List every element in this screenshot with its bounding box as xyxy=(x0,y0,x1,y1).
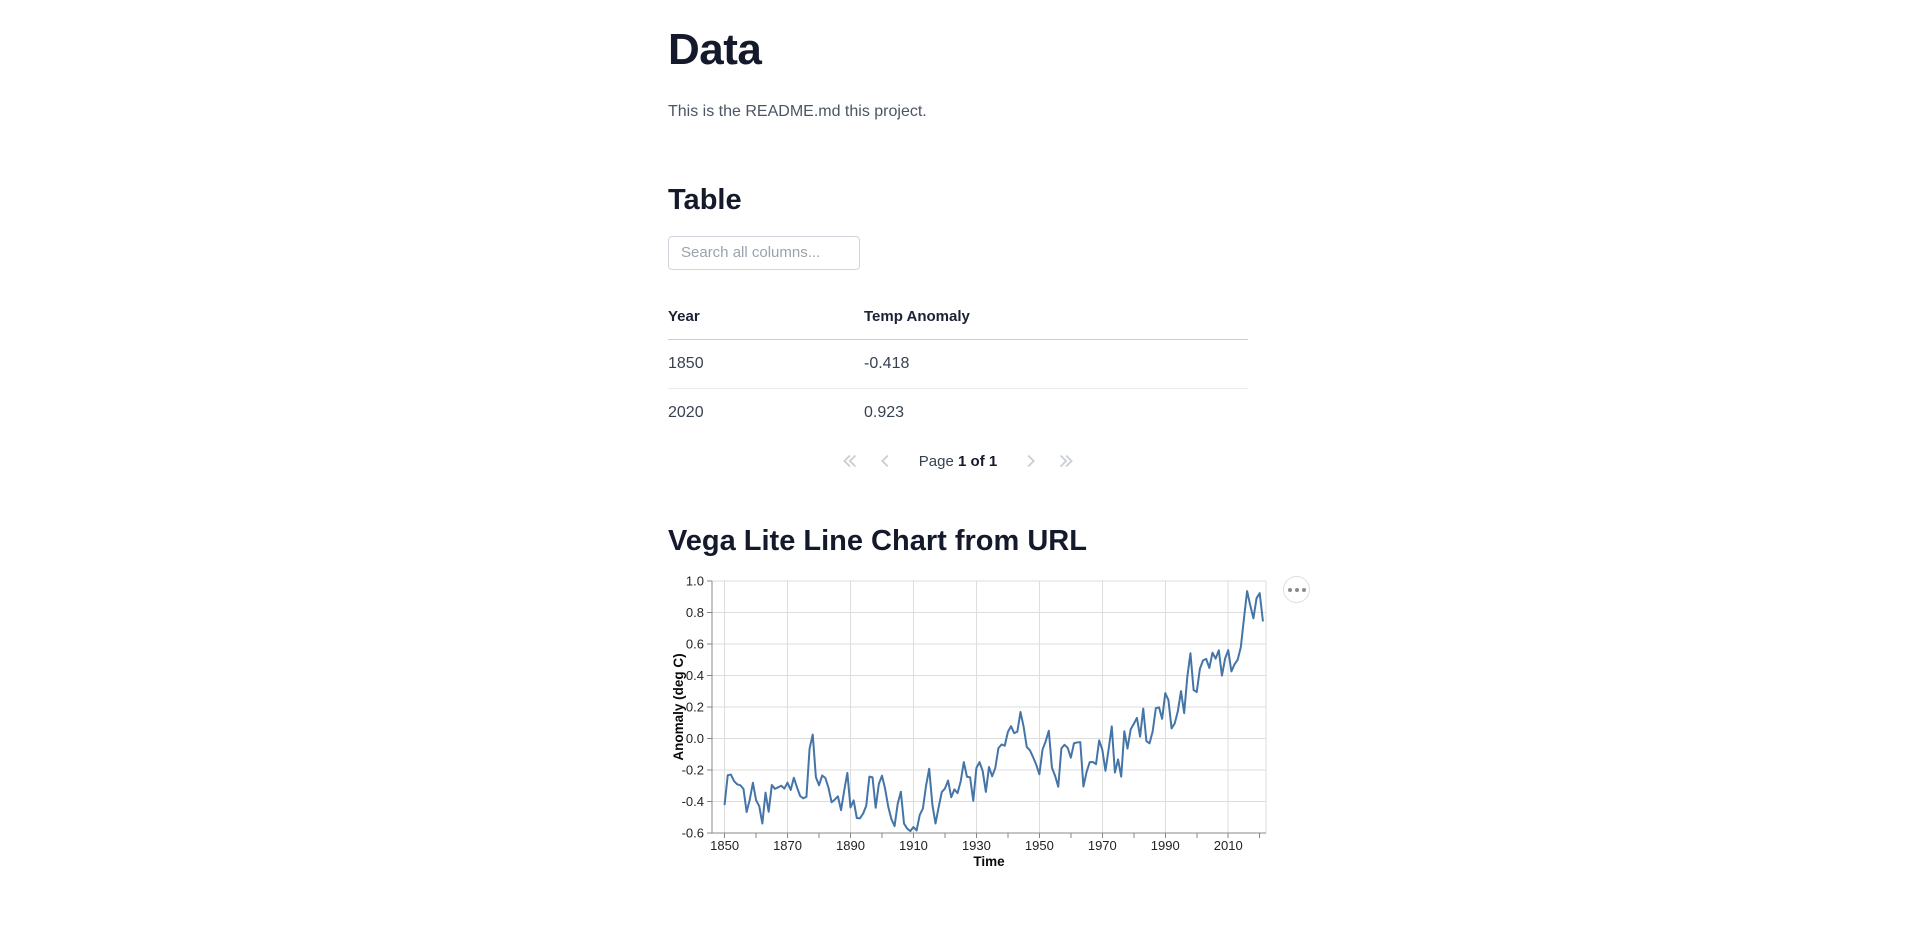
y-tick-label: 1.0 xyxy=(686,575,704,589)
cell-year: 1850 xyxy=(668,339,864,389)
y-tick-label: -0.4 xyxy=(682,794,704,809)
y-tick-label: 0.2 xyxy=(686,700,704,715)
readme-text: This is the README.md this project. xyxy=(668,102,927,120)
gridlines xyxy=(712,580,1267,834)
next-page-button[interactable] xyxy=(1018,449,1042,473)
data-table: Year Temp Anomaly 1850 -0.418 2020 0.923 xyxy=(668,295,1248,438)
x-tick-label: 1970 xyxy=(1088,838,1117,853)
x-tick-label: 1850 xyxy=(710,838,739,853)
chart-heading: Vega Lite Line Chart from URL xyxy=(668,525,1087,558)
x-tick-label: 2010 xyxy=(1214,838,1243,853)
double-chevron-left-icon xyxy=(842,455,856,468)
page-label: Page xyxy=(918,452,954,470)
x-tick-label: 1950 xyxy=(1025,838,1054,853)
page-indicator: Page 1 of 1 xyxy=(919,453,997,470)
y-tick-label: 0.6 xyxy=(686,637,704,652)
chart-actions-button[interactable] xyxy=(1283,576,1310,604)
cell-year: 2020 xyxy=(668,404,704,422)
page-title: Data xyxy=(668,25,762,74)
table-body: 1850 -0.418 2020 0.923 xyxy=(668,339,1248,437)
column-header-year[interactable]: Year xyxy=(668,295,864,340)
x-tick-label: 1990 xyxy=(1151,838,1180,853)
y-tick-label: 0.0 xyxy=(686,731,704,746)
double-chevron-right-icon xyxy=(1060,455,1074,468)
page-value: 1 of 1 xyxy=(958,452,998,470)
x-tick-label: 1910 xyxy=(899,838,928,853)
search-input[interactable] xyxy=(668,235,860,270)
x-axis-title: Time xyxy=(973,854,1005,869)
table-heading: Table xyxy=(668,183,742,216)
column-header-temp-anomaly[interactable]: Temp Anomaly xyxy=(864,295,1248,340)
cell-temp-anomaly: -0.418 xyxy=(864,339,1248,389)
cell-temp-anomaly: 0.923 xyxy=(864,404,905,422)
temp-anomaly-line xyxy=(723,590,1264,833)
x-tick-label: 1930 xyxy=(962,838,991,853)
y-tick-label: 0.8 xyxy=(686,605,704,620)
table-row: 1850 -0.418 xyxy=(668,339,1248,389)
table-header-row: Year Temp Anomaly xyxy=(668,295,1248,340)
x-tick-label: 1870 xyxy=(773,838,802,853)
y-axis-title: Anomaly (deg C) xyxy=(671,654,686,761)
pagination: Page 1 of 1 xyxy=(668,447,1248,475)
y-tick-label: -0.2 xyxy=(682,763,704,778)
chevron-right-icon xyxy=(1027,455,1036,468)
y-tick-label: 0.4 xyxy=(686,668,704,683)
first-page-button[interactable] xyxy=(837,449,861,473)
y-tick-label: -0.6 xyxy=(682,826,704,841)
line-chart-svg: -0.6 -0.4 -0.2 0.0 0.2 0.4 0.6 0.8 1.0 1850 1870 18… xyxy=(671,575,1267,869)
line-chart: -0.6 -0.4 -0.2 0.0 0.2 0.4 0.6 0.8 1.0 1850 1870 18… xyxy=(668,575,1332,887)
last-page-button[interactable] xyxy=(1055,449,1079,473)
x-tick-label: 1890 xyxy=(836,838,865,853)
ellipsis-icon xyxy=(1287,587,1306,592)
axes: -0.6 -0.4 -0.2 0.0 0.2 0.4 0.6 0.8 1.0 1850 1870 18… xyxy=(682,575,1266,853)
table-row: 2020 0.923 xyxy=(668,388,1248,437)
previous-page-button[interactable] xyxy=(874,449,898,473)
chevron-left-icon xyxy=(880,455,889,468)
content-column: Data This is the README.md this project.… xyxy=(668,0,1332,887)
